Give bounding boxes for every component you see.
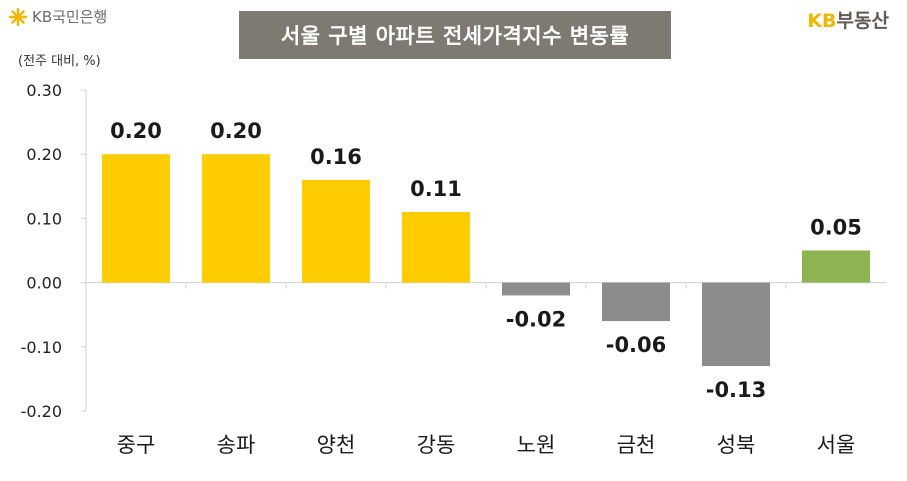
bar-성북 xyxy=(702,282,770,367)
bar-중구 xyxy=(102,154,170,283)
chart-title-box: 서울 구별 아파트 전세가격지수 변동률 xyxy=(239,11,671,59)
bar-양천 xyxy=(302,179,370,283)
data-label: 0.05 xyxy=(810,216,862,240)
y-tick-label: 0.30 xyxy=(26,81,62,100)
bar-노원 xyxy=(502,282,570,296)
kb-realestate-logo-text: 부동산 xyxy=(836,10,889,32)
x-category-label: 중구 xyxy=(117,433,156,457)
x-category-label: 노원 xyxy=(517,433,556,457)
x-category-label: 금천 xyxy=(617,433,656,457)
kb-realestate-logo-kb: KB xyxy=(807,10,837,32)
data-label: -0.13 xyxy=(706,378,767,402)
chart-title: 서울 구별 아파트 전세가격지수 변동률 xyxy=(280,24,630,48)
x-category-label: 강동 xyxy=(417,433,456,457)
data-label: -0.02 xyxy=(506,307,567,331)
bar-송파 xyxy=(202,154,270,283)
bar-서울 xyxy=(802,250,870,283)
data-label: -0.06 xyxy=(606,333,667,357)
kb-star-icon xyxy=(8,7,28,26)
bar-금천 xyxy=(602,282,670,322)
x-category-label: 성북 xyxy=(717,433,756,457)
data-label: 0.20 xyxy=(110,119,162,143)
x-category-label: 서울 xyxy=(817,433,856,457)
y-tick-label: 0.10 xyxy=(26,209,62,228)
y-tick-label: 0.00 xyxy=(26,274,62,293)
bar-강동 xyxy=(402,211,470,283)
x-category-label: 양천 xyxy=(317,433,356,457)
data-label: 0.16 xyxy=(310,145,362,169)
x-category-label: 송파 xyxy=(217,433,256,457)
kb-bank-logo: KB국민은행 xyxy=(8,6,107,27)
y-tick-label: 0.20 xyxy=(26,145,62,164)
y-tick-label: -0.20 xyxy=(21,402,62,421)
data-label: 0.20 xyxy=(210,119,262,143)
y-tick-label: -0.10 xyxy=(21,338,62,357)
kb-bank-logo-text: KB국민은행 xyxy=(32,8,108,26)
y-axis-unit-label: (전주 대비, %) xyxy=(18,54,101,69)
data-label: 0.11 xyxy=(410,177,462,201)
kb-realestate-logo: KB부동산 xyxy=(807,6,889,33)
